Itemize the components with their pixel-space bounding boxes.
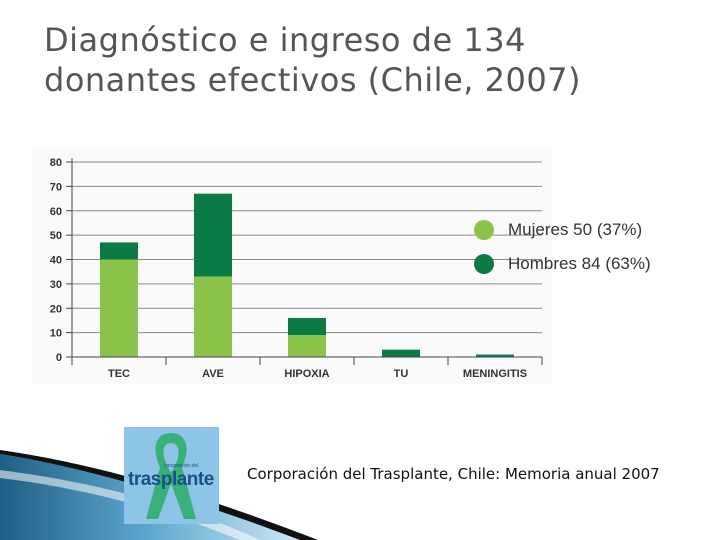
legend-swatch-hombres xyxy=(474,254,494,274)
title-line-1: Diagnóstico e ingreso de 134 xyxy=(44,21,526,59)
legend-label-hombres: Hombres 84 (63%) xyxy=(508,254,651,273)
trasplante-logo: corporación del trasplante xyxy=(124,427,219,524)
legend-item-mujeres: Mujeres 50 (37%) xyxy=(474,219,642,241)
y-tick-label: 40 xyxy=(50,255,62,267)
chart-axes xyxy=(71,158,543,365)
page-title: Diagnóstico e ingreso de 134 donantes ef… xyxy=(44,20,684,100)
y-tick-label: 50 xyxy=(50,230,62,242)
x-category-label: TEC xyxy=(108,368,130,380)
bar-hipoxia-series-2 xyxy=(288,318,326,336)
stacked-bar-chart: 0 10 20 30 40 50 60 70 80 TEC AVE HIPOXIA TU MENINGI… xyxy=(32,148,552,384)
bar-hipoxia-series-1 xyxy=(288,335,326,357)
logo-small-text: corporación del xyxy=(164,463,199,469)
logo-wordmark: trasplante xyxy=(128,469,214,490)
decorative-swoosh xyxy=(0,450,318,540)
legend-item-hombres: Hombres 84 (63%) xyxy=(474,253,651,275)
legend-swatch-mujeres xyxy=(474,220,494,240)
y-tick-label: 60 xyxy=(50,206,62,218)
y-tick-label: 20 xyxy=(50,303,62,315)
x-axis-categories: TEC AVE HIPOXIA TU MENINGITIS xyxy=(108,368,527,380)
y-tick-label: 10 xyxy=(50,328,62,340)
x-category-label: HIPOXIA xyxy=(284,368,329,380)
bar-meningitis-series-2 xyxy=(476,354,514,357)
y-tick-label: 0 xyxy=(56,352,62,364)
chart-bars xyxy=(100,193,514,357)
y-tick-label: 70 xyxy=(50,181,62,193)
ribbon-icon xyxy=(146,433,196,519)
y-axis-ticks: 0 10 20 30 40 50 60 70 80 xyxy=(50,157,72,364)
bar-ave-series-2 xyxy=(194,193,232,277)
x-category-label: MENINGITIS xyxy=(463,368,527,380)
x-category-label: AVE xyxy=(202,368,224,380)
bar-tu-series-2 xyxy=(382,349,420,357)
bar-tec-series-1 xyxy=(100,259,138,357)
x-category-label: TU xyxy=(394,368,409,380)
chart-svg: 0 10 20 30 40 50 60 70 80 TEC AVE HIPOXIA TU MENINGI… xyxy=(50,157,543,380)
bar-tec-series-2 xyxy=(100,242,138,260)
y-tick-label: 80 xyxy=(50,157,62,169)
y-tick-label: 30 xyxy=(50,279,62,291)
bar-ave-series-1 xyxy=(194,276,232,357)
source-caption: Corporación del Trasplante, Chile: Memor… xyxy=(247,465,660,483)
legend-label-mujeres: Mujeres 50 (37%) xyxy=(508,220,643,239)
title-line-2: donantes efectivos (Chile, 2007) xyxy=(44,61,582,99)
